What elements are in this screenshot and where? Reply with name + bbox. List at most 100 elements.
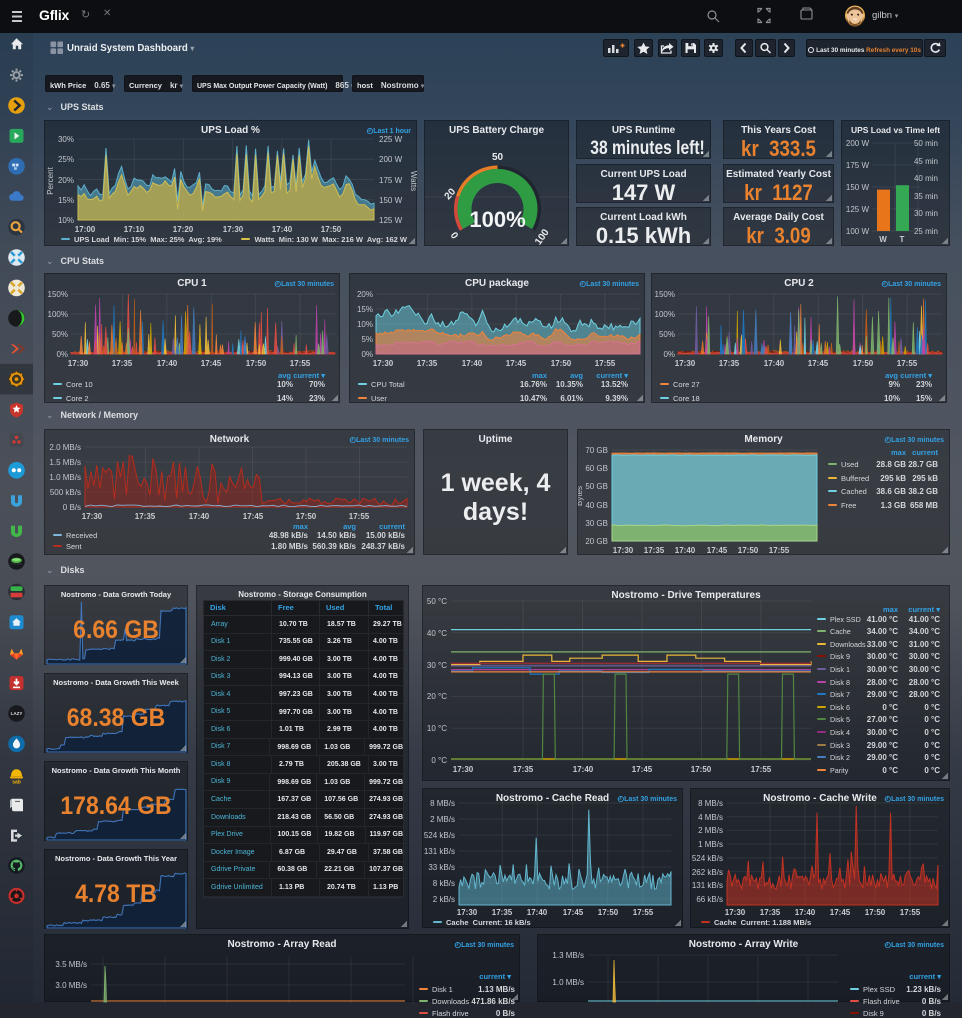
svg-text:17:20: 17:20: [173, 225, 194, 234]
svg-text:150 W: 150 W: [846, 183, 870, 192]
svg-text:17:35: 17:35: [112, 359, 133, 368]
svg-text:30 °C: 30 °C: [427, 661, 447, 670]
svg-text:17:40: 17:40: [189, 512, 210, 521]
svg-text:17:35: 17:35: [644, 546, 665, 555]
svg-text:175 W: 175 W: [846, 161, 870, 170]
svg-text:0%: 0%: [361, 350, 373, 359]
svg-text:30 GB: 30 GB: [585, 519, 608, 528]
svg-text:15%: 15%: [357, 305, 373, 314]
svg-text:17:50: 17:50: [598, 908, 619, 917]
svg-text:17:45: 17:45: [707, 546, 728, 555]
svg-text:W: W: [879, 235, 887, 244]
svg-text:175 W: 175 W: [379, 176, 403, 185]
svg-text:524 kB/s: 524 kB/s: [424, 831, 455, 840]
svg-text:131 kB/s: 131 kB/s: [424, 847, 455, 856]
svg-text:17:00: 17:00: [75, 225, 96, 234]
svg-text:125 W: 125 W: [846, 205, 870, 214]
svg-text:17:30: 17:30: [613, 546, 634, 555]
svg-text:17:50: 17:50: [738, 546, 759, 555]
svg-text:17:40: 17:40: [675, 546, 696, 555]
svg-text:500 kB/s: 500 kB/s: [50, 488, 81, 497]
svg-text:1.0 MB/s: 1.0 MB/s: [49, 473, 81, 482]
svg-text:0: 0: [448, 230, 460, 241]
svg-text:17:50: 17:50: [865, 908, 886, 917]
svg-text:70 GB: 70 GB: [585, 446, 608, 455]
svg-text:150 W: 150 W: [379, 196, 403, 205]
svg-text:10%: 10%: [58, 216, 74, 225]
svg-text:17:40: 17:40: [527, 908, 548, 917]
svg-text:1.5 MB/s: 1.5 MB/s: [49, 458, 81, 467]
svg-text:17:40: 17:40: [764, 359, 785, 368]
svg-text:17:50: 17:50: [551, 359, 572, 368]
svg-text:0 °C: 0 °C: [431, 756, 447, 765]
svg-text:17:55: 17:55: [633, 908, 654, 917]
svg-text:0%: 0%: [56, 350, 68, 359]
svg-text:200 W: 200 W: [379, 155, 403, 164]
svg-text:17:40: 17:40: [272, 225, 293, 234]
svg-text:8 kB/s: 8 kB/s: [433, 879, 455, 888]
svg-text:17:45: 17:45: [563, 908, 584, 917]
svg-text:17:30: 17:30: [373, 359, 394, 368]
svg-text:10 °C: 10 °C: [427, 724, 447, 733]
svg-text:262 kB/s: 262 kB/s: [692, 868, 723, 877]
svg-text:1.3 MB/s: 1.3 MB/s: [552, 951, 584, 960]
svg-text:40 GB: 40 GB: [585, 501, 608, 510]
svg-text:17:30: 17:30: [675, 359, 696, 368]
svg-text:17:30: 17:30: [457, 908, 478, 917]
svg-text:100%: 100%: [655, 310, 675, 319]
svg-text:3.5 MB/s: 3.5 MB/s: [55, 960, 87, 969]
svg-text:100 W: 100 W: [846, 227, 870, 236]
svg-text:17:10: 17:10: [124, 225, 145, 234]
svg-text:sab: sab: [12, 779, 21, 785]
svg-text:17:45: 17:45: [243, 512, 264, 521]
svg-text:17:30: 17:30: [223, 225, 244, 234]
svg-text:2 MB/s: 2 MB/s: [698, 826, 723, 835]
svg-text:17:30: 17:30: [82, 512, 103, 521]
svg-text:200 W: 200 W: [846, 139, 870, 148]
svg-text:50 °C: 50 °C: [427, 597, 447, 606]
svg-text:45 min: 45 min: [914, 157, 938, 166]
svg-text:25 min: 25 min: [914, 227, 938, 236]
svg-text:40 °C: 40 °C: [427, 629, 447, 638]
svg-text:17:50: 17:50: [691, 765, 712, 774]
svg-text:17:30: 17:30: [68, 359, 89, 368]
svg-text:17:50: 17:50: [853, 359, 874, 368]
svg-text:50%: 50%: [52, 330, 68, 339]
svg-text:17:55: 17:55: [900, 908, 921, 917]
svg-text:LAZY: LAZY: [11, 711, 23, 716]
svg-text:100%: 100%: [469, 207, 525, 232]
svg-text:35 min: 35 min: [914, 192, 938, 201]
svg-text:15%: 15%: [58, 196, 74, 205]
svg-text:40 min: 40 min: [914, 174, 938, 183]
svg-text:125 W: 125 W: [379, 216, 403, 225]
svg-text:20%: 20%: [58, 176, 74, 185]
svg-text:150%: 150%: [48, 290, 68, 299]
svg-text:2 MB/s: 2 MB/s: [430, 815, 455, 824]
svg-text:17:35: 17:35: [719, 359, 740, 368]
svg-text:Watts: Watts: [409, 171, 418, 191]
svg-text:8 MB/s: 8 MB/s: [430, 799, 455, 808]
svg-text:17:40: 17:40: [795, 908, 816, 917]
svg-text:25%: 25%: [58, 155, 74, 164]
svg-text:131 kB/s: 131 kB/s: [692, 881, 723, 890]
svg-text:50: 50: [492, 152, 504, 163]
svg-text:3.0 MB/s: 3.0 MB/s: [55, 981, 87, 990]
svg-text:50 GB: 50 GB: [585, 482, 608, 491]
svg-text:17:30: 17:30: [725, 908, 746, 917]
svg-text:33 kB/s: 33 kB/s: [428, 863, 455, 872]
svg-text:Bytes: Bytes: [578, 486, 584, 506]
svg-text:17:55: 17:55: [290, 359, 311, 368]
svg-text:150%: 150%: [655, 290, 675, 299]
svg-text:225 W: 225 W: [379, 135, 403, 144]
svg-text:17:35: 17:35: [492, 908, 513, 917]
svg-text:0%: 0%: [663, 350, 675, 359]
svg-text:4 MB/s: 4 MB/s: [698, 813, 723, 822]
svg-text:2 kB/s: 2 kB/s: [433, 895, 455, 904]
svg-text:17:35: 17:35: [760, 908, 781, 917]
svg-text:17:35: 17:35: [135, 512, 156, 521]
svg-text:30%: 30%: [58, 135, 74, 144]
svg-text:100%: 100%: [48, 310, 68, 319]
svg-text:17:55: 17:55: [595, 359, 616, 368]
svg-text:17:50: 17:50: [321, 225, 342, 234]
svg-text:17:40: 17:40: [157, 359, 178, 368]
